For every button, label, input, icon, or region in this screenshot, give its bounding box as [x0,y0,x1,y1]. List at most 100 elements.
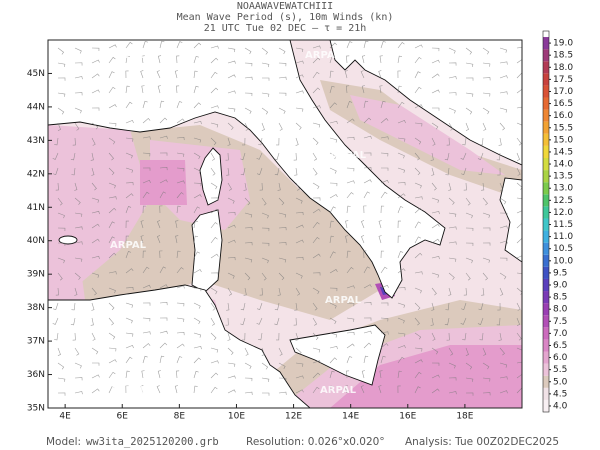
wind-barb [448,391,457,395]
wind-barb [159,317,168,321]
wind-barb [295,60,304,64]
wind-barb [497,167,501,176]
wind-barb [414,236,421,244]
watermark: ARPAL [330,150,367,161]
wind-barb [261,47,268,55]
wind-barb [499,107,508,113]
wind-barb [344,70,348,79]
wind-barb [244,47,252,55]
watermark: ARPAL [110,240,147,251]
wind-barb [193,70,198,79]
wind-barb [312,253,321,259]
wind-barb [261,347,265,356]
wind-barb [516,317,521,326]
colorbar-label: 4.5 [553,389,567,399]
wind-barb [482,347,487,356]
wind-barb [446,332,450,341]
wind-barb [499,47,508,53]
wind-barb [329,152,337,160]
wind-barb [57,47,65,55]
wind-barb [360,385,365,394]
lat-tick-label: 43N [27,136,45,146]
wind-barb [227,347,234,356]
wind-barb [482,257,491,263]
wind-barb [261,257,269,264]
wind-barb [108,287,116,294]
wind-barb [256,317,263,325]
wind-barb [312,182,320,190]
wind-barb [380,343,389,349]
wind-barb [431,167,435,176]
wind-barb [498,137,502,146]
wind-barb [295,239,304,244]
wind-barb [414,196,423,200]
wind-barb [516,182,522,190]
colorbar-label: 5.5 [553,365,567,375]
wind-barb [414,347,423,352]
wind-barb [227,107,236,112]
wind-barb [346,41,353,49]
watermark: ARPAL [325,295,362,306]
wind-barb [444,152,450,161]
wind-barb [176,101,183,109]
wind-barb [108,196,117,200]
colorbar-swatch [543,37,549,50]
wind-barb [159,342,168,349]
lat-tick-label: 38N [27,303,45,313]
wind-barb [274,167,280,176]
wind-barb [397,332,406,337]
wind-barb [346,55,350,64]
wind-barb [52,152,59,160]
lat-tick-label: 40N [27,236,45,246]
title-line: Mean Wave Period (s), 10m Winds (kn) [177,12,394,23]
wind-barb [380,331,389,335]
wind-barb [460,317,467,325]
wind-barb [448,272,455,280]
wind-barb [361,370,365,379]
colorbar: 4.0 4.5 5.0 5.5 6.0 6.5 7.0 7.5 8.0 8.5 9.0 9.5 10.0… [542,30,573,413]
wind-barb [193,206,200,214]
wind-barb [293,152,297,161]
wind-barb [481,287,485,296]
wind-barb [210,122,219,128]
title-line: 21 UTC Tue 02 DEC – τ = 21h [204,23,367,34]
wind-barb [91,197,100,203]
wind-barb [74,107,82,114]
lat-tick-label: 42N [27,169,45,179]
wind-barb [312,71,320,79]
wind-barb [142,100,148,109]
wind-barb [380,179,389,184]
wind-barb [294,167,298,176]
watermark: ARPAL [320,385,357,396]
wind-barb [227,256,236,261]
wind-barb [414,167,421,176]
colorbar-label: 17.0 [553,87,573,97]
wind-barb [176,343,185,349]
wind-barb [142,136,151,140]
wind-barb [360,70,365,79]
wind-barb [462,332,467,341]
wind-barb [295,90,304,94]
wind-barb [312,197,321,201]
footer-analysis: Analysis: Tue 00Z02DEC2025 [405,436,559,448]
wind-barb [210,105,219,109]
colorbar-label: 7.0 [553,329,568,339]
wind-barb [478,302,484,311]
wind-barb [329,55,335,64]
wind-barb [72,332,76,341]
wind-barb [312,360,321,364]
wind-barb [142,152,151,157]
wind-barb [397,302,406,308]
lon-tick-label: 16E [399,412,416,422]
wind-barb [72,137,76,146]
colorbar-label: 16.5 [553,99,573,109]
wind-barb [312,105,321,109]
wind-barb [363,191,370,199]
wind-barb [496,152,501,161]
wind-barb [414,86,422,94]
wind-barb [448,257,457,262]
wind-barb [380,302,389,306]
wind-barb [108,182,116,189]
wind-barb [91,388,100,394]
wind-barb [53,167,59,176]
